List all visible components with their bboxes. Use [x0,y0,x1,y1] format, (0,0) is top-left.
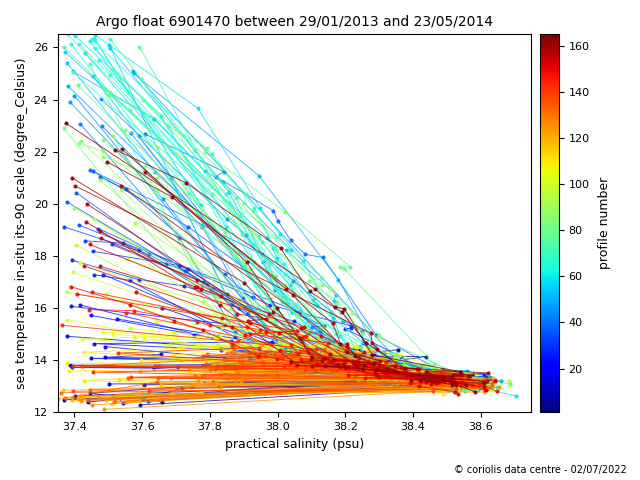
Y-axis label: profile number: profile number [598,177,611,269]
X-axis label: practical salinity (psu): practical salinity (psu) [225,438,364,451]
Y-axis label: sea temperature in-situ its-90 scale (degree_Celsius): sea temperature in-situ its-90 scale (de… [15,58,28,389]
Text: © coriolis data centre - 02/07/2022: © coriolis data centre - 02/07/2022 [454,465,627,475]
Title: Argo float 6901470 between 29/01/2013 and 23/05/2014: Argo float 6901470 between 29/01/2013 an… [96,15,493,29]
